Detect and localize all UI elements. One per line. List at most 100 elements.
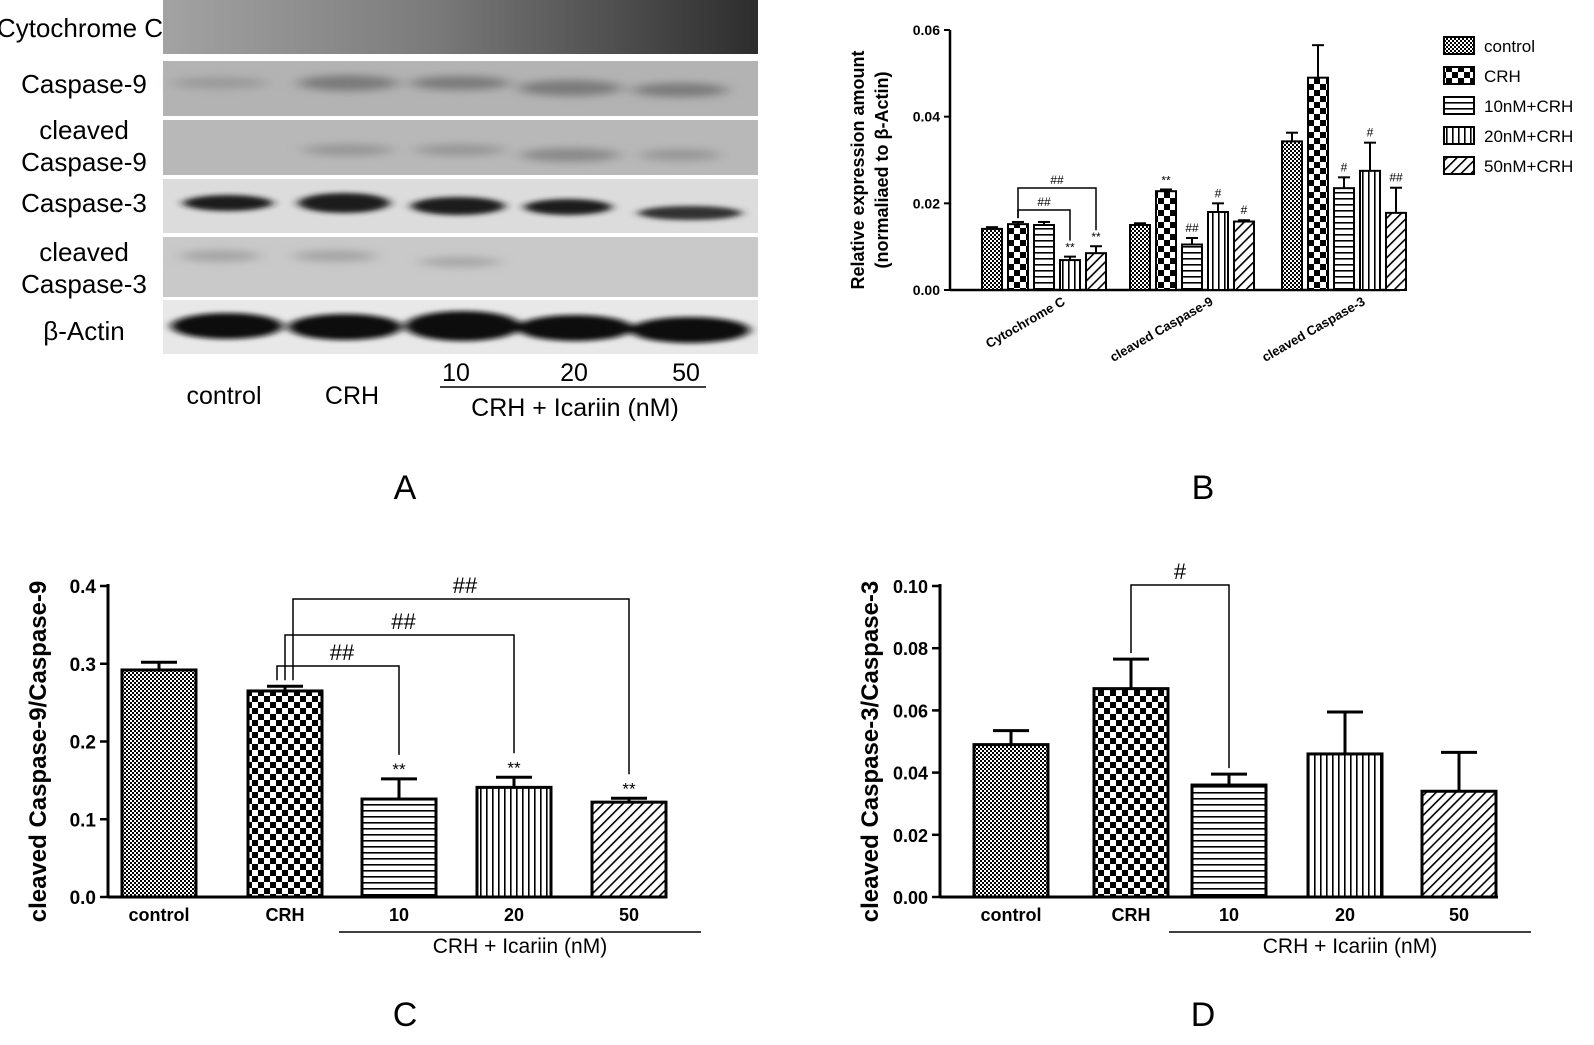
y-axis-label: cleaved Caspase-3/Caspase-3	[857, 581, 884, 923]
significance-asterisk: **	[1161, 173, 1171, 187]
bar-crh	[1092, 687, 1170, 899]
y-axis-label: cleaved Caspase-9/Caspase-9	[25, 581, 52, 923]
significance-asterisk: **	[622, 779, 636, 798]
bar-50	[1420, 789, 1498, 899]
significance-hash: ##	[1050, 173, 1064, 187]
legend-label-20nm-crh: 20nM+CRH	[1484, 127, 1573, 146]
lane-label-10: 10	[442, 359, 470, 387]
bar-crh	[246, 689, 324, 899]
y-tick-label: 0.04	[913, 109, 940, 125]
significance-hash: #	[1215, 186, 1222, 200]
legend-swatch-control	[1443, 36, 1475, 55]
x-tick-label-10: 10	[1219, 905, 1239, 925]
y-tick-label: 0.02	[913, 195, 940, 211]
bar-control-cleaved-caspase-3	[1281, 140, 1303, 291]
blot-row-label-actin: β-Actin	[43, 316, 124, 346]
comparison-bracket	[292, 598, 630, 775]
lane-label-20: 20	[560, 359, 588, 387]
bar-10nm-crh-cleaved-caspase-3	[1333, 187, 1355, 292]
bar-20nm-crh-cleaved-caspase-9	[1207, 211, 1229, 291]
x-tick-label-control: control	[981, 905, 1042, 925]
bar-50nm-crh-cleaved-caspase-9	[1233, 220, 1255, 292]
legend-label-10nm-crh: 10nM+CRH	[1484, 97, 1573, 116]
comparison-bracket	[1130, 584, 1230, 769]
blot-strip-cleaved-caspase-3	[163, 237, 758, 297]
chart-panel-b: 0.00 0.02 0.04 0.06 Relative expression amou…	[848, 22, 1573, 365]
bar-control	[972, 743, 1050, 899]
bar-control-cytochrome-c	[981, 227, 1003, 291]
lane-label-50: 50	[672, 359, 700, 387]
lane-label-control: control	[186, 382, 261, 410]
bar-crh-cytochrome-c	[1007, 223, 1029, 291]
y-tick-label: 0.2	[70, 733, 96, 754]
legend-swatch-50nm-crh	[1443, 156, 1475, 175]
x-tick-label-control: control	[129, 905, 190, 925]
blot-row-label-cleaved-caspase-3: Caspase-3	[21, 269, 147, 299]
x-tick-label-10: 10	[389, 905, 409, 925]
bar-50nm-crh-cytochrome-c	[1085, 252, 1107, 292]
significance-asterisk: **	[1065, 241, 1075, 255]
blot-bands-cleaved-caspase-9	[303, 144, 720, 162]
y-tick-label: 0.02	[893, 826, 928, 846]
comparison-bracket	[284, 634, 515, 754]
y-axis-label: Relative expression amount	[848, 50, 868, 289]
y-tick-label: 0.00	[893, 888, 928, 908]
bar-10nm-crh-cytochrome-c	[1033, 224, 1055, 291]
bar-control-cleaved-caspase-9	[1129, 224, 1151, 291]
x-tick-label-20: 20	[1335, 905, 1355, 925]
blot-row-labels: Cytochrome CCaspase-9cleavedCaspase-9Cas…	[0, 13, 163, 346]
y-tick-label: 0.06	[913, 22, 940, 38]
significance-hash: ##	[453, 573, 478, 598]
significance-hash: ##	[391, 609, 416, 634]
blot-panel: Cytochrome CCaspase-9cleavedCaspase-9Cas…	[0, 0, 758, 507]
group-label: CRH + Icariin (nM)	[1263, 935, 1437, 958]
significance-hash: ##	[1389, 171, 1403, 185]
y-tick-label: 0.0	[70, 888, 96, 909]
blot-bands-beta-actin	[171, 311, 750, 343]
panel-letter-a: A	[394, 469, 417, 507]
x-tick-label-20: 20	[504, 905, 524, 925]
panel-letter-d: D	[1191, 996, 1216, 1034]
comparison-bracket	[276, 665, 400, 755]
bar-crh-cleaved-caspase-9	[1155, 190, 1177, 291]
legend-label-crh: CRH	[1484, 67, 1521, 86]
bar-20	[1306, 752, 1384, 899]
legend-swatch-crh	[1443, 66, 1475, 85]
comparison-bracket	[1017, 187, 1097, 231]
chart-panel-d: 0.00 0.02 0.04 0.06 0.08 0.10 cleaved Caspase-…	[857, 559, 1531, 958]
blot-row-label-caspase-3: Caspase-3	[21, 188, 147, 218]
y-tick-label: 0.4	[70, 577, 97, 598]
x-tick-label-50: 50	[1449, 905, 1469, 925]
blot-row-label-cleaved-caspase-9: cleaved	[39, 115, 129, 145]
blot-bands-cleaved-caspase-3	[180, 250, 500, 267]
group-label: CRH + Icariin (nM)	[433, 935, 607, 958]
blot-row-label-caspase-9: Caspase-9	[21, 69, 147, 99]
y-tick-label: 0.06	[893, 701, 928, 721]
bar-50nm-crh-cleaved-caspase-3	[1385, 211, 1407, 291]
blot-bands-caspase-3	[183, 193, 742, 220]
bar-10	[360, 797, 438, 899]
bar-20	[475, 785, 553, 899]
significance-hash: ##	[330, 640, 355, 665]
legend-label-50nm-crh: 50nM+CRH	[1484, 157, 1573, 176]
blot-row-label-cytochrome-c: Cytochrome C	[0, 13, 163, 43]
lane-label-crh: CRH	[325, 382, 379, 410]
blot-row-label-cleaved-caspase-3: cleaved	[39, 237, 129, 267]
y-tick-label: 0.00	[913, 282, 940, 298]
significance-hash: #	[1367, 126, 1374, 140]
significance-hash: ##	[1185, 221, 1199, 235]
y-tick-label: 0.04	[893, 764, 928, 784]
legend-label-control: control	[1484, 37, 1535, 56]
bar-20nm-crh-cleaved-caspase-3	[1359, 169, 1381, 291]
significance-hash: #	[1174, 559, 1187, 584]
chart-panel-c: 0.0 0.1 0.2 0.3 0.4 cleaved Caspase-9/Caspase…	[25, 573, 701, 958]
y-tick-label: 0.3	[70, 655, 96, 676]
blot-row-label-cleaved-caspase-9: Caspase-9	[21, 147, 147, 177]
x-tick-label-50: 50	[619, 905, 639, 925]
x-tick-label-cytochrome-c: Cytochrome C	[983, 293, 1068, 351]
bar-20nm-crh-cytochrome-c	[1059, 259, 1081, 292]
blot-strip-cytochrome-c	[163, 0, 758, 54]
blot-bands-caspase-9	[172, 75, 728, 97]
